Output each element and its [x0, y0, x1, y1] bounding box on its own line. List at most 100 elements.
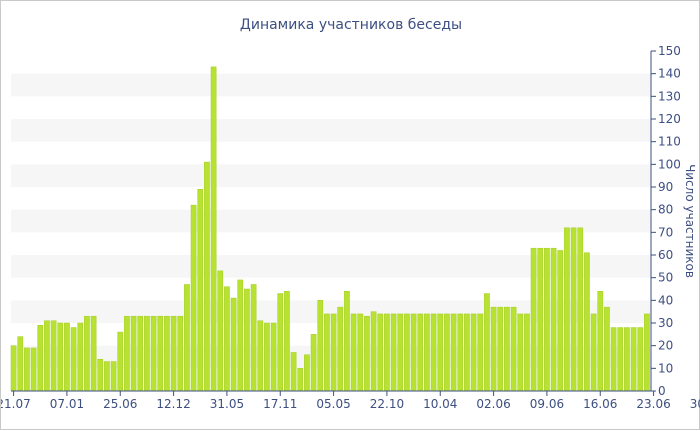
bar[interactable] — [177, 315, 184, 392]
bar[interactable] — [230, 297, 237, 392]
bar[interactable] — [124, 315, 130, 392]
bar[interactable] — [570, 227, 577, 392]
bar[interactable] — [464, 313, 470, 392]
bar[interactable] — [597, 291, 604, 392]
bar[interactable] — [310, 334, 317, 392]
bar[interactable] — [44, 320, 50, 392]
bar[interactable] — [290, 352, 297, 392]
bar[interactable] — [90, 315, 97, 392]
bar[interactable] — [17, 336, 24, 392]
bar[interactable] — [504, 306, 510, 392]
bar[interactable] — [584, 252, 590, 392]
bar[interactable] — [250, 284, 257, 392]
bar[interactable] — [630, 327, 637, 392]
bar[interactable] — [430, 313, 437, 392]
bar[interactable] — [410, 313, 417, 392]
bar[interactable] — [604, 306, 610, 392]
bar[interactable] — [30, 347, 37, 392]
bar[interactable] — [370, 311, 377, 392]
bar[interactable] — [484, 293, 490, 392]
bar[interactable] — [70, 327, 77, 392]
bar[interactable] — [624, 327, 630, 392]
bar[interactable] — [550, 247, 557, 392]
bar[interactable] — [377, 313, 384, 392]
bar[interactable] — [384, 313, 390, 392]
bar[interactable] — [477, 313, 484, 392]
bar[interactable] — [110, 361, 117, 392]
bar[interactable] — [64, 322, 70, 392]
bar[interactable] — [137, 315, 144, 392]
bar[interactable] — [444, 313, 450, 392]
bar[interactable] — [97, 359, 104, 392]
bar[interactable] — [457, 313, 464, 392]
bar[interactable] — [117, 331, 124, 392]
bar[interactable] — [204, 161, 210, 392]
bar[interactable] — [257, 320, 264, 392]
bar[interactable] — [497, 306, 504, 392]
bar[interactable] — [57, 322, 64, 392]
bar[interactable] — [417, 313, 424, 392]
bar[interactable] — [270, 322, 277, 392]
bar[interactable] — [510, 306, 517, 392]
bar[interactable] — [184, 284, 190, 392]
grid-band — [11, 209, 651, 233]
bar[interactable] — [610, 327, 617, 392]
bar[interactable] — [637, 327, 644, 392]
bar[interactable] — [84, 315, 90, 392]
bar[interactable] — [264, 322, 270, 392]
bar[interactable] — [424, 313, 430, 392]
bar[interactable] — [104, 361, 110, 392]
bar[interactable] — [277, 293, 284, 392]
bar[interactable] — [197, 189, 204, 392]
bar[interactable] — [490, 306, 497, 392]
bar[interactable] — [437, 313, 444, 392]
bar[interactable] — [144, 315, 150, 392]
bar[interactable] — [530, 247, 537, 392]
bar[interactable] — [24, 347, 30, 392]
bar[interactable] — [330, 313, 337, 392]
bar[interactable] — [470, 313, 477, 392]
bar[interactable] — [157, 315, 164, 392]
bar[interactable] — [150, 315, 157, 392]
bar[interactable] — [10, 345, 17, 392]
bar[interactable] — [237, 279, 244, 392]
bar[interactable] — [590, 313, 597, 392]
bar[interactable] — [37, 325, 44, 392]
bar[interactable] — [517, 313, 524, 392]
bar[interactable] — [577, 227, 584, 392]
bar[interactable] — [617, 327, 624, 392]
bar[interactable] — [244, 288, 250, 392]
bar[interactable] — [210, 66, 217, 392]
bar[interactable] — [130, 315, 137, 392]
bar[interactable] — [524, 313, 530, 392]
bar[interactable] — [357, 313, 364, 392]
bar[interactable] — [397, 313, 404, 392]
bar[interactable] — [537, 247, 544, 392]
bar[interactable] — [557, 250, 564, 392]
bar[interactable] — [317, 300, 324, 392]
bar[interactable] — [224, 286, 230, 392]
x-tick-label: 25.06 — [103, 397, 137, 411]
bar[interactable] — [217, 270, 224, 392]
bar[interactable] — [304, 354, 310, 392]
bar[interactable] — [50, 320, 57, 392]
bar[interactable] — [404, 313, 410, 392]
bar[interactable] — [364, 315, 370, 392]
bar[interactable] — [164, 315, 170, 392]
bar[interactable] — [77, 322, 84, 392]
grid-band — [11, 73, 651, 97]
y-tick-label: 130 — [658, 89, 681, 103]
bar[interactable] — [284, 291, 290, 392]
bar[interactable] — [644, 313, 650, 392]
bar[interactable] — [564, 227, 570, 392]
bar[interactable] — [170, 315, 177, 392]
bar[interactable] — [190, 204, 197, 392]
bar[interactable] — [344, 291, 350, 392]
bar[interactable] — [297, 368, 304, 392]
bar[interactable] — [324, 313, 330, 392]
bar[interactable] — [390, 313, 397, 392]
bar[interactable] — [544, 247, 550, 392]
bar[interactable] — [350, 313, 357, 392]
bar[interactable] — [450, 313, 457, 392]
bar[interactable] — [337, 306, 344, 392]
